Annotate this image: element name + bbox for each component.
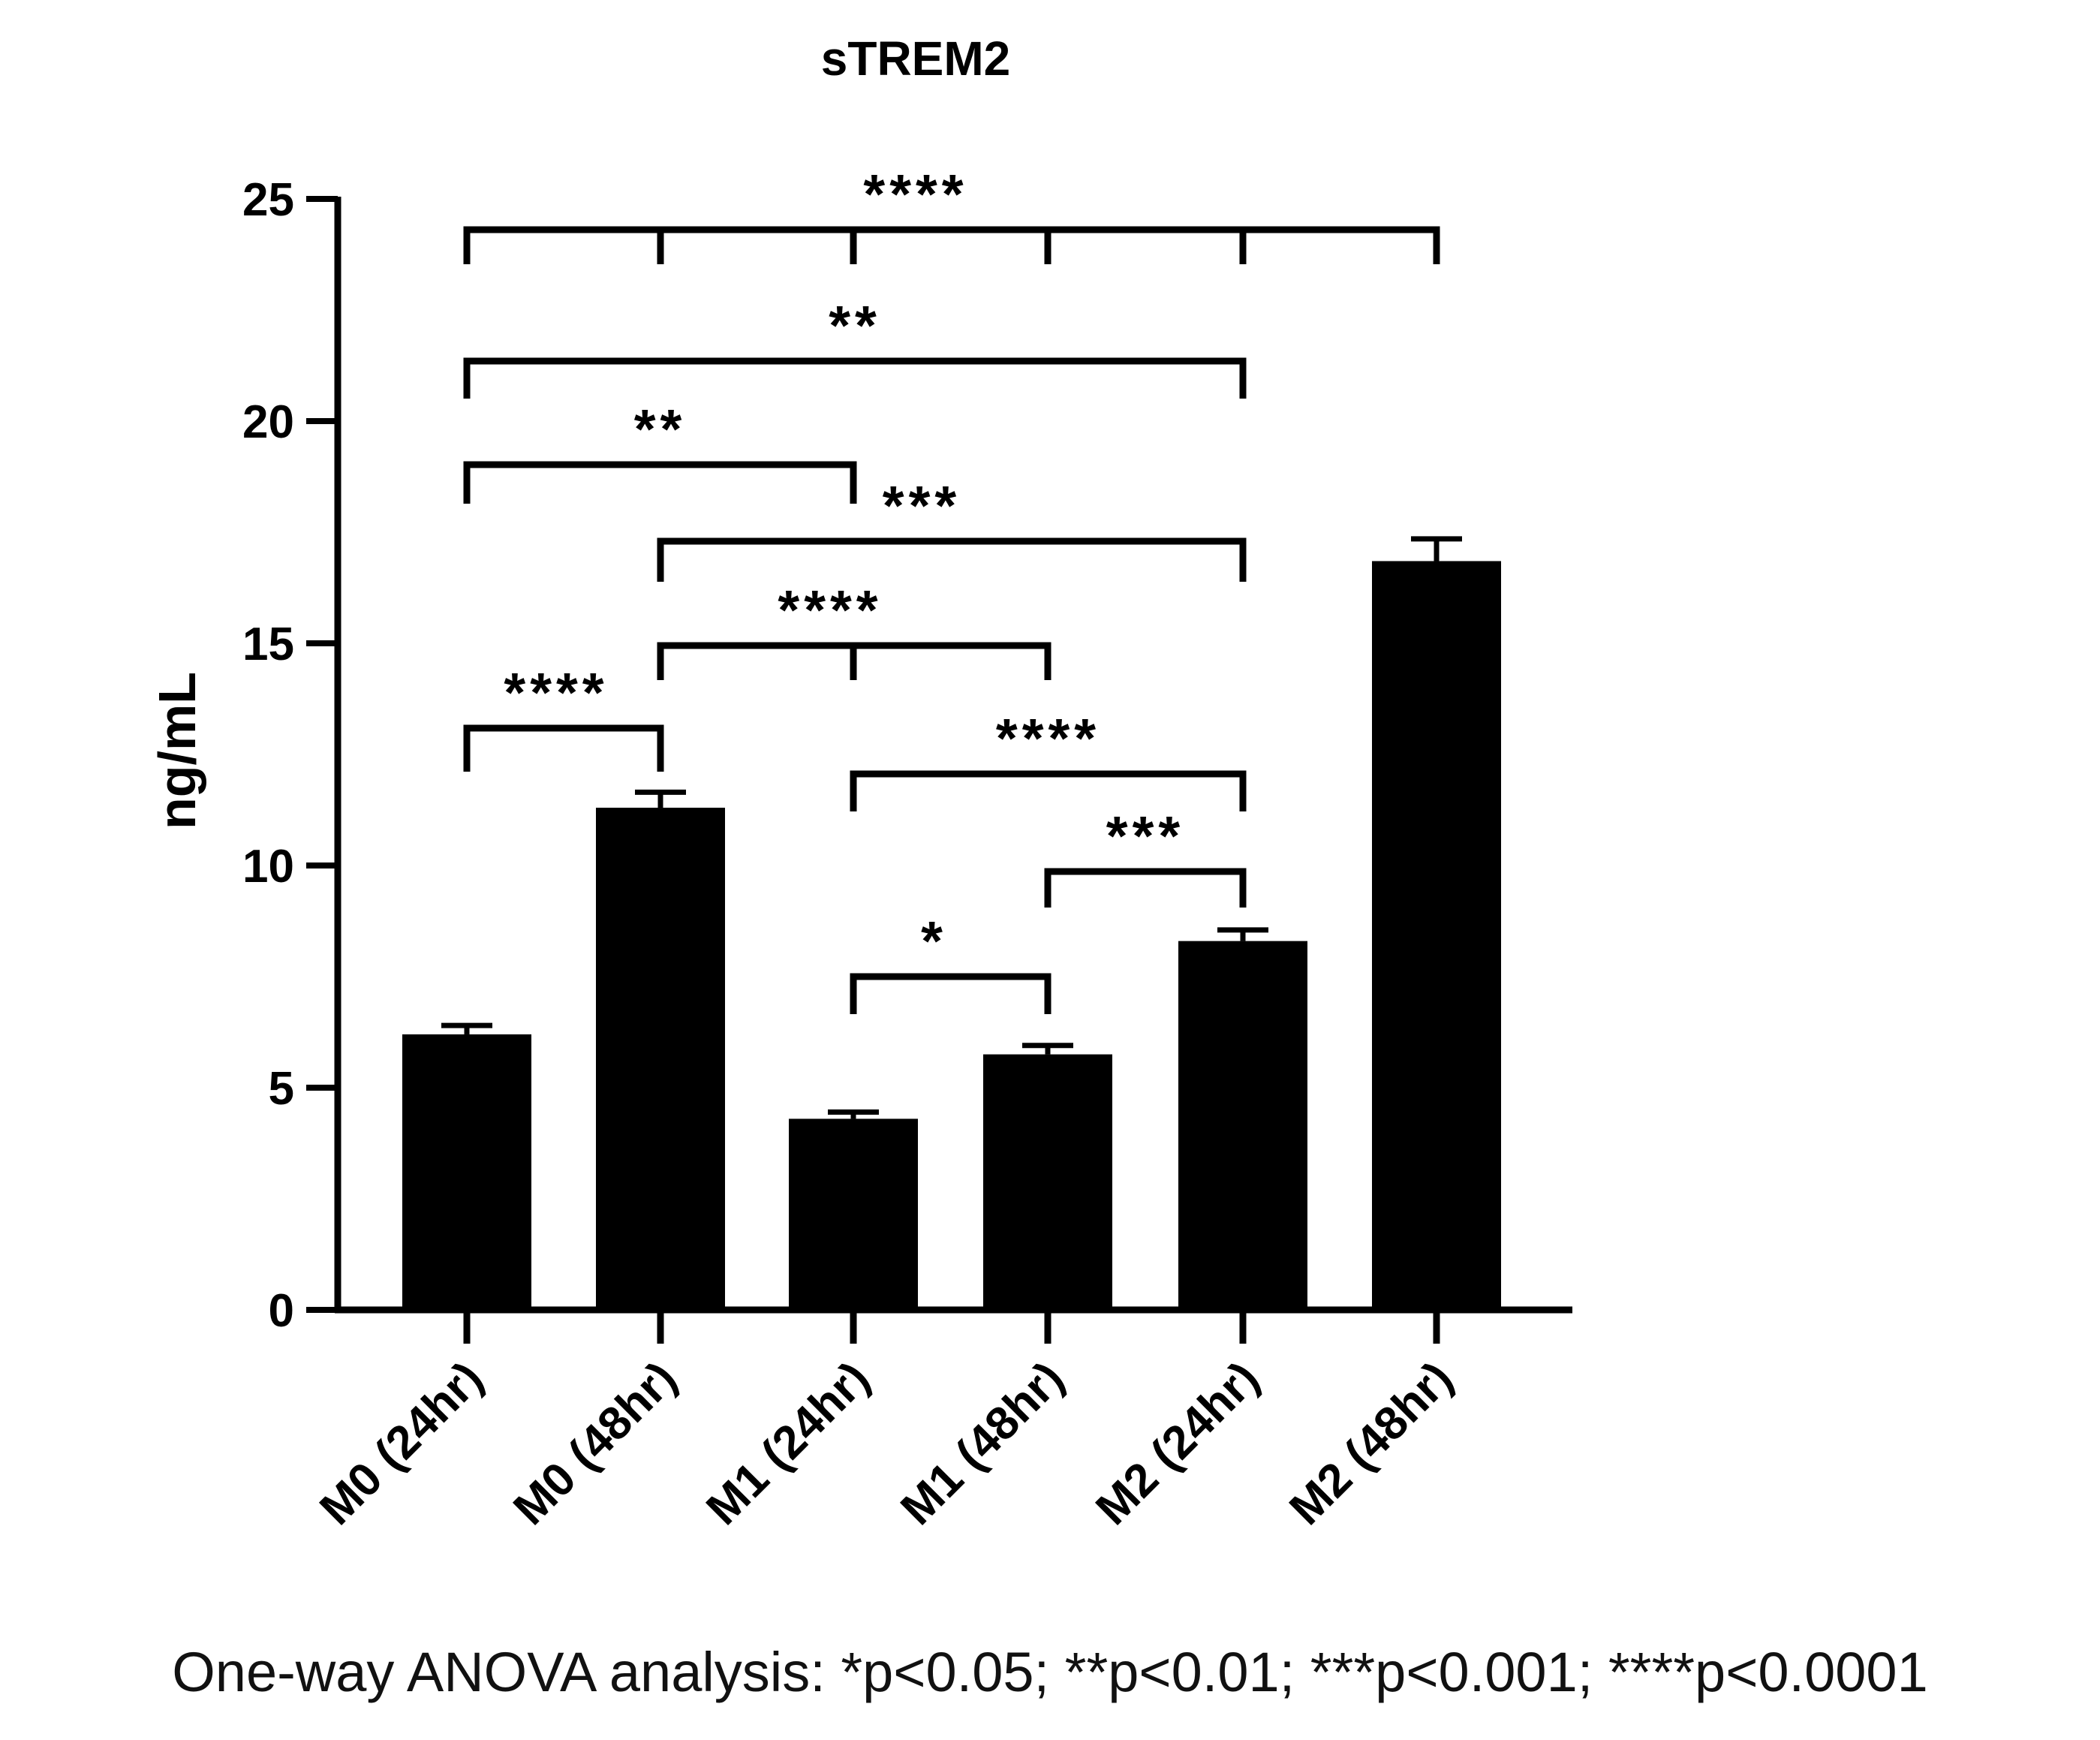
significance-label: **** xyxy=(996,707,1100,769)
bracket-line xyxy=(657,537,1247,582)
y-tick-label: 25 xyxy=(242,174,294,226)
bracket-line xyxy=(463,724,664,772)
bar xyxy=(1372,561,1501,1310)
y-axis-label: ng/mL xyxy=(148,672,206,829)
x-tick-label: M0 (24hr) xyxy=(310,1352,493,1535)
bracket-line xyxy=(850,973,1052,1014)
significance-bracket: ** xyxy=(463,398,857,504)
significance-label: ** xyxy=(634,398,687,460)
axes: 0 5 10 15 20 25 xyxy=(242,174,1572,1337)
bracket-line xyxy=(463,357,1247,399)
significance-label: * xyxy=(921,910,947,972)
y-tick-label: 10 xyxy=(242,841,294,893)
y-tick-label: 0 xyxy=(269,1285,294,1337)
bracket-line xyxy=(463,461,857,504)
bar xyxy=(596,808,725,1310)
bars xyxy=(402,536,1501,1310)
significance-bracket: **** xyxy=(463,661,664,772)
x-tick-label: M0 (48hr) xyxy=(504,1352,687,1535)
chart-title: sTREM2 xyxy=(821,32,1011,86)
significance-bracket: **** xyxy=(463,163,1440,264)
significance-bracket: **** xyxy=(657,579,1052,680)
significance-bracket: *** xyxy=(657,474,1247,582)
significance-label: *** xyxy=(1106,805,1184,867)
bar xyxy=(1178,941,1307,1310)
significance-brackets: *************************** xyxy=(463,163,1440,1014)
bar xyxy=(402,1034,531,1310)
y-tick-label: 15 xyxy=(242,619,294,670)
statistics-footnote: One-way ANOVA analysis: *p<0.05; **p<0.0… xyxy=(172,1641,1928,1703)
bracket-line xyxy=(1044,868,1247,908)
significance-label: **** xyxy=(504,661,608,724)
significance-label: **** xyxy=(863,163,967,225)
significance-bracket: * xyxy=(850,910,1052,1014)
x-tick-labels: M0 (24hr) M0 (48hr) M1 (24hr) M1 (48hr) M2 (… xyxy=(310,1310,1463,1535)
bracket-line xyxy=(463,226,1440,264)
significance-bracket: ** xyxy=(463,294,1247,399)
x-tick-label: M1 (48hr) xyxy=(891,1352,1074,1535)
significance-label: ** xyxy=(829,294,881,357)
x-tick-label: M2 (48hr) xyxy=(1280,1352,1463,1535)
significance-bracket: *** xyxy=(1044,805,1247,908)
y-tick-label: 5 xyxy=(269,1063,294,1115)
bar xyxy=(983,1054,1112,1310)
significance-label: *** xyxy=(883,474,961,537)
bar xyxy=(789,1118,918,1310)
significance-bracket: **** xyxy=(850,707,1247,811)
y-tick-label: 20 xyxy=(242,396,294,448)
x-tick-label: M1 (24hr) xyxy=(696,1352,880,1535)
x-tick-label: M2 (24hr) xyxy=(1086,1352,1269,1535)
significance-label: **** xyxy=(778,579,882,641)
bracket-line xyxy=(850,770,1247,811)
